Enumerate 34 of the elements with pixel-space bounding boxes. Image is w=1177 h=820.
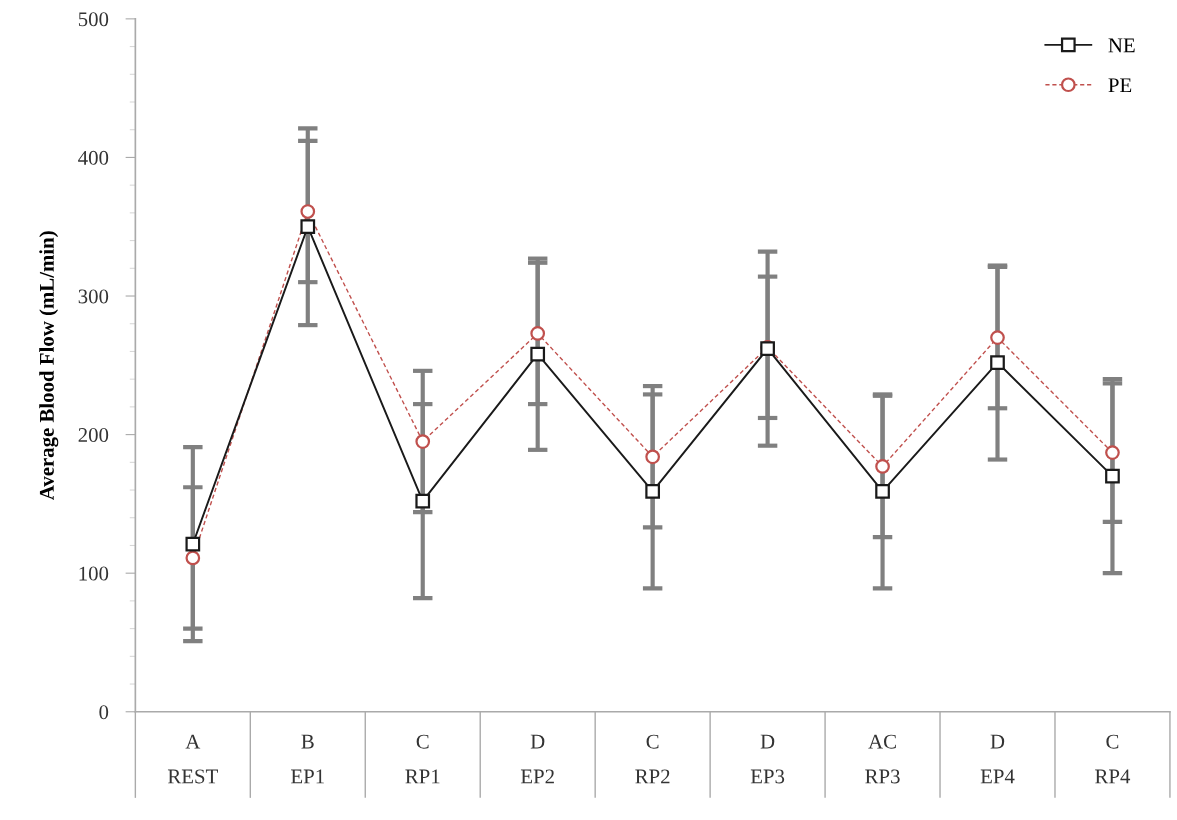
- y-tick-label: 0: [99, 705, 109, 720]
- point: [1105, 468, 1120, 484]
- point: [530, 346, 546, 362]
- point: [645, 484, 661, 499]
- y-tick-label: 400: [78, 150, 109, 165]
- point: [185, 550, 201, 566]
- x-tick-label: A REST: [167, 734, 218, 784]
- y-tick-label: 100: [79, 566, 109, 581]
- y-tick-label: 500: [78, 12, 109, 27]
- x-tick-label: D EP4: [980, 734, 1015, 784]
- x-tick-label: C RP4: [1095, 734, 1131, 784]
- legend-label: PE: [1108, 78, 1132, 93]
- point: [300, 219, 316, 235]
- x-tick-label: AC RP3: [865, 734, 900, 784]
- x-tick-label: C RP1: [405, 734, 440, 784]
- point: [990, 355, 1005, 370]
- y-tick-label: 200: [78, 427, 109, 443]
- x-tick-label: D EP2: [520, 734, 554, 784]
- point: [990, 330, 1005, 345]
- point: [645, 449, 661, 465]
- y-tick-label: 300: [78, 289, 109, 304]
- x-tick-label: D EP3: [750, 734, 785, 784]
- point: [415, 493, 431, 509]
- point: [875, 459, 890, 474]
- point: [875, 484, 890, 499]
- point: [415, 434, 431, 449]
- y-axis-title: Average Blood Flow (mL/min): [39, 231, 59, 501]
- point: [1105, 445, 1120, 460]
- point: [530, 326, 546, 341]
- point: [185, 536, 201, 552]
- legend-label: NE: [1108, 38, 1135, 53]
- x-tick-label: B EP1: [291, 734, 324, 784]
- x-tick-label: C RP2: [635, 734, 670, 784]
- point: [300, 204, 316, 219]
